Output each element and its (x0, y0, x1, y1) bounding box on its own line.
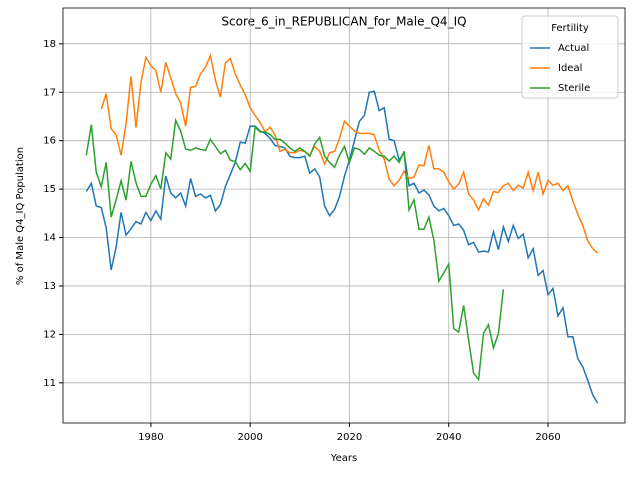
y-tick-label: 13 (43, 281, 56, 292)
x-tick-label: 2020 (337, 432, 362, 443)
x-tick-label: 2000 (237, 432, 262, 443)
legend-label: Ideal (558, 63, 582, 74)
chart-title: Score_6_in_REPUBLICAN_for_Male_Q4_IQ (221, 15, 466, 29)
legend-label: Sterile (558, 83, 590, 94)
line (85, 90, 599, 404)
legend: Fertility Actual Ideal Sterile (521, 15, 619, 99)
y-tick-label: 11 (43, 378, 56, 389)
plot-frame (62, 7, 626, 424)
y-axis-label: % of Male Q4_IQ Population (15, 147, 26, 285)
x-tick-label: 2060 (535, 432, 560, 443)
x-tick-label: 1980 (138, 432, 163, 443)
x-axis-label: Years (330, 453, 357, 464)
y-tick-label: 12 (43, 329, 56, 340)
legend-title: Fertility (551, 23, 589, 34)
y-tick-label: 16 (43, 136, 56, 147)
y-tick-label: 18 (43, 39, 56, 50)
y-tick-label: 15 (43, 184, 56, 195)
y-tick-label: 14 (43, 233, 56, 244)
line (100, 52, 599, 254)
x-tick-label: 2040 (436, 432, 461, 443)
line (85, 117, 505, 382)
y-tick-label: 17 (43, 87, 56, 98)
legend-box (521, 15, 619, 99)
legend-label: Actual (558, 43, 589, 54)
